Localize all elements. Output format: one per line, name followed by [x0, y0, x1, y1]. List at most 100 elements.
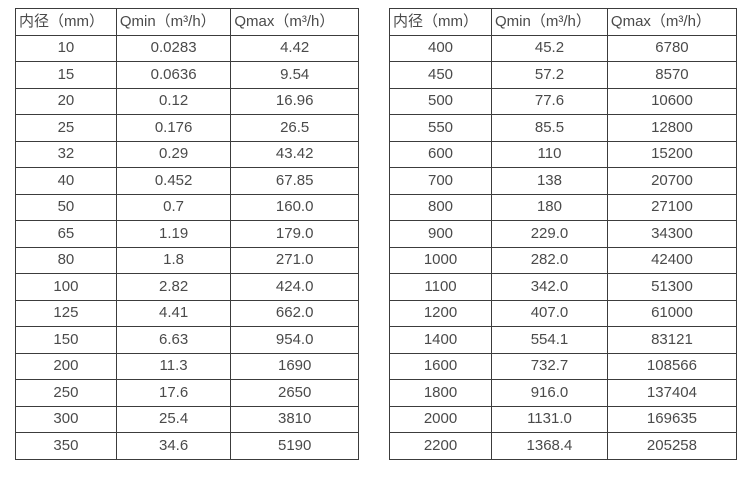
table-row: 65 1.19 179.0: [15, 220, 359, 248]
cell-qmax: 137404: [606, 379, 738, 407]
cell-qmax: 67.85: [230, 167, 359, 195]
table-row: 2200 1368.4 205258: [388, 432, 738, 460]
cell-qmin: 1.19: [115, 220, 232, 248]
cell-qmax: 662.0: [230, 299, 359, 327]
cell-qmax: 27100: [606, 193, 738, 221]
cell-qmax: 2650: [230, 379, 359, 407]
cell-diameter: 65: [15, 220, 117, 248]
cell-qmin: 0.7: [115, 193, 232, 221]
cell-diameter: 550: [388, 114, 493, 142]
table-row: 350 34.6 5190: [15, 432, 359, 460]
cell-qmin: 110: [491, 140, 608, 168]
cell-qmax: 205258: [606, 432, 738, 460]
cell-qmax: 271.0: [230, 246, 359, 274]
table-row: 550 85.5 12800: [388, 114, 738, 142]
cell-diameter: 400: [388, 34, 493, 62]
table-row: 20 0.12 16.96: [15, 87, 359, 115]
cell-qmax: 12800: [606, 114, 738, 142]
cell-qmin: 85.5: [491, 114, 608, 142]
column-header-qmin: Qmin（m³/h）: [491, 8, 608, 36]
cell-diameter: 350: [15, 432, 117, 460]
cell-qmin: 0.452: [115, 167, 232, 195]
cell-qmin: 57.2: [491, 61, 608, 89]
cell-diameter: 20: [15, 87, 117, 115]
cell-qmin: 342.0: [491, 273, 608, 301]
table-row: 1000 282.0 42400: [388, 246, 738, 274]
cell-qmax: 5190: [230, 432, 359, 460]
table-row: 400 45.2 6780: [388, 34, 738, 62]
cell-diameter: 200: [15, 352, 117, 380]
table-row: 1100 342.0 51300: [388, 273, 738, 301]
cell-diameter: 125: [15, 299, 117, 327]
cell-diameter: 32: [15, 140, 117, 168]
cell-qmax: 83121: [606, 326, 738, 354]
cell-diameter: 150: [15, 326, 117, 354]
cell-diameter: 700: [388, 167, 493, 195]
cell-qmin: 554.1: [491, 326, 608, 354]
cell-diameter: 40: [15, 167, 117, 195]
table-row: 300 25.4 3810: [15, 405, 359, 433]
table-row: 250 17.6 2650: [15, 379, 359, 407]
cell-diameter: 1000: [388, 246, 493, 274]
cell-qmax: 20700: [606, 167, 738, 195]
cell-qmin: 0.12: [115, 87, 232, 115]
cell-qmin: 407.0: [491, 299, 608, 327]
cell-diameter: 80: [15, 246, 117, 274]
table-row: 1400 554.1 83121: [388, 326, 738, 354]
column-header-diameter: 内径（mm）: [15, 8, 117, 36]
cell-qmax: 9.54: [230, 61, 359, 89]
cell-qmin: 6.63: [115, 326, 232, 354]
cell-diameter: 900: [388, 220, 493, 248]
flow-rate-table-large-diameters: 内径（mm） Qmin（m³/h） Qmax（m³/h） 400 45.2 6780 45…: [388, 8, 738, 460]
table-row: 450 57.2 8570: [388, 61, 738, 89]
column-header-qmin: Qmin（m³/h）: [115, 8, 232, 36]
cell-qmin: 916.0: [491, 379, 608, 407]
cell-qmin: 25.4: [115, 405, 232, 433]
table-row: 150 6.63 954.0: [15, 326, 359, 354]
cell-qmax: 4.42: [230, 34, 359, 62]
table-row: 50 0.7 160.0: [15, 193, 359, 221]
flow-rate-table-small-diameters-container: 内径（mm） Qmin（m³/h） Qmax（m³/h） 10 0.0283 4.42 1…: [15, 8, 359, 460]
cell-diameter: 800: [388, 193, 493, 221]
header-row: 内径（mm） Qmin（m³/h） Qmax（m³/h）: [388, 8, 738, 36]
column-header-diameter: 内径（mm）: [388, 8, 493, 36]
table-row: 125 4.41 662.0: [15, 299, 359, 327]
cell-qmin: 2.82: [115, 273, 232, 301]
cell-diameter: 1600: [388, 352, 493, 380]
cell-qmin: 0.0283: [115, 34, 232, 62]
table-row: 600 110 15200: [388, 140, 738, 168]
cell-diameter: 10: [15, 34, 117, 62]
cell-qmax: 26.5: [230, 114, 359, 142]
column-header-qmax: Qmax（m³/h）: [230, 8, 359, 36]
cell-diameter: 500: [388, 87, 493, 115]
table-row: 15 0.0636 9.54: [15, 61, 359, 89]
cell-qmin: 1131.0: [491, 405, 608, 433]
flow-rate-table-large-diameters-container: 内径（mm） Qmin（m³/h） Qmax（m³/h） 400 45.2 6780 45…: [388, 8, 738, 460]
cell-qmin: 180: [491, 193, 608, 221]
cell-qmin: 0.0636: [115, 61, 232, 89]
table-row: 900 229.0 34300: [388, 220, 738, 248]
header-row: 内径（mm） Qmin（m³/h） Qmax（m³/h）: [15, 8, 359, 36]
cell-qmax: 169635: [606, 405, 738, 433]
flow-rate-table-small-diameters: 内径（mm） Qmin（m³/h） Qmax（m³/h） 10 0.0283 4.42 1…: [15, 8, 359, 460]
cell-qmax: 8570: [606, 61, 738, 89]
cell-qmin: 17.6: [115, 379, 232, 407]
table-row: 80 1.8 271.0: [15, 246, 359, 274]
cell-qmin: 138: [491, 167, 608, 195]
cell-qmin: 77.6: [491, 87, 608, 115]
table-row: 800 180 27100: [388, 193, 738, 221]
cell-diameter: 450: [388, 61, 493, 89]
cell-diameter: 2200: [388, 432, 493, 460]
cell-diameter: 300: [15, 405, 117, 433]
cell-qmin: 229.0: [491, 220, 608, 248]
cell-diameter: 600: [388, 140, 493, 168]
cell-qmax: 10600: [606, 87, 738, 115]
cell-qmax: 3810: [230, 405, 359, 433]
cell-qmax: 15200: [606, 140, 738, 168]
cell-qmin: 11.3: [115, 352, 232, 380]
cell-qmin: 4.41: [115, 299, 232, 327]
cell-qmax: 160.0: [230, 193, 359, 221]
cell-qmax: 108566: [606, 352, 738, 380]
table-row: 32 0.29 43.42: [15, 140, 359, 168]
